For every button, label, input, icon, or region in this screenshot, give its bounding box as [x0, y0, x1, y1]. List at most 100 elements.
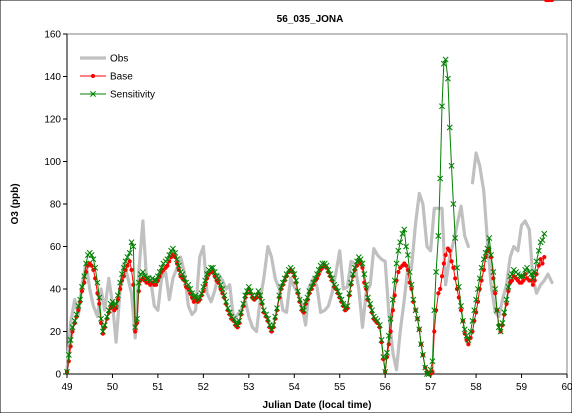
sensitivity-point	[528, 271, 535, 278]
sensitivity-point	[204, 271, 210, 278]
sensitivity-point	[539, 237, 546, 244]
sensitivity-point	[492, 286, 499, 292]
sensitivity-point	[346, 290, 353, 297]
sensitivity-point	[429, 358, 436, 365]
sensitivity-point	[122, 258, 129, 265]
sensitivity-point	[382, 368, 389, 375]
sensitivity-point	[211, 269, 218, 275]
sensitivity-point	[300, 307, 307, 314]
base-point	[451, 265, 456, 270]
sensitivity-point	[473, 296, 480, 303]
y-tick-label: 60	[50, 242, 62, 253]
series-line-obs	[65, 191, 470, 372]
plot-area	[66, 33, 568, 375]
sensitivity-point	[263, 311, 270, 318]
sensitivity-point	[329, 275, 335, 282]
sensitivity-point	[274, 305, 280, 312]
base-point	[449, 259, 454, 264]
sensitivity-point	[480, 256, 487, 263]
sensitivity-point	[202, 277, 209, 284]
sensitivity-point	[414, 315, 421, 322]
sensitivity-point	[505, 283, 512, 290]
sensitivity-point	[401, 226, 408, 233]
sensitivity-point	[69, 324, 76, 331]
sensitivity-point	[217, 281, 224, 288]
sensitivity-point	[215, 275, 222, 282]
base-point	[536, 263, 541, 268]
sensitivity-point	[117, 279, 124, 286]
sensitivity-point	[364, 294, 371, 301]
sensitivity-point	[259, 298, 265, 305]
sensitivity-point	[419, 351, 426, 358]
sensitivity-point	[223, 298, 230, 305]
sensitivity-point	[272, 313, 279, 320]
sensitivity-point	[503, 296, 510, 303]
x-axis-title: Julian Date (local time)	[263, 400, 372, 411]
sensitivity-point	[418, 341, 425, 348]
sensitivity-point	[471, 307, 478, 314]
sensitivity-point	[221, 292, 228, 299]
base-point	[153, 282, 159, 287]
base-point	[447, 248, 452, 253]
legend-label-sensitivity: Sensitivity	[110, 90, 155, 101]
sensitivity-point	[501, 309, 508, 316]
sensitivity-point	[387, 315, 394, 322]
sensitivity-point	[98, 315, 105, 322]
sensitivity-point	[124, 254, 131, 261]
sensitivity-point	[268, 326, 275, 333]
sensitivity-point	[484, 245, 491, 252]
sensitivity-point	[119, 271, 125, 278]
series-obs	[65, 151, 554, 372]
sensitivity-point	[535, 247, 542, 254]
sensitivity-point	[169, 245, 176, 252]
sensitivity-point	[278, 283, 285, 290]
sensitivity-point	[312, 275, 319, 282]
sensitivity-point	[359, 260, 366, 267]
y-tick-label: 0	[55, 370, 61, 381]
x-tick-label: 56	[380, 382, 392, 393]
sensitivity-point	[308, 283, 315, 290]
base-point	[396, 269, 401, 275]
sensitivity-point	[499, 320, 506, 326]
sensitivity-point	[238, 309, 245, 316]
sensitivity-point	[340, 300, 347, 307]
base-point	[443, 252, 448, 258]
base-point	[438, 286, 443, 292]
sensitivity-point	[416, 326, 423, 333]
sensitivity-point	[404, 252, 411, 258]
sensitivity-point	[529, 275, 536, 282]
base-point	[403, 263, 409, 268]
sensitivity-point	[130, 243, 137, 250]
legend-item-base: Base	[80, 72, 133, 83]
sensitivity-point	[531, 269, 538, 275]
sensitivity-point	[458, 303, 465, 309]
sensitivity-point	[395, 247, 402, 254]
sensitivity-point	[520, 273, 527, 280]
sensitivity-point	[245, 283, 252, 290]
sensitivity-point	[236, 317, 243, 324]
sensitivity-point	[319, 260, 326, 267]
base-point	[453, 276, 458, 281]
sensitivity-point	[448, 162, 455, 169]
sensitivity-point	[71, 317, 78, 324]
base-point	[133, 329, 138, 334]
sensitivity-point	[230, 315, 237, 322]
sensitivity-point	[81, 273, 88, 280]
sensitivity-point	[198, 290, 205, 297]
sensitivity-point	[92, 264, 99, 271]
sensitivity-point	[99, 328, 106, 335]
sensitivity-point	[433, 269, 440, 275]
x-tick-label: 51	[152, 382, 164, 393]
sensitivity-point	[189, 290, 195, 297]
sensitivity-point	[226, 309, 233, 316]
base-point	[509, 278, 515, 283]
x-tick-label: 59	[516, 382, 528, 393]
sensitivity-point	[156, 269, 163, 275]
legend-sensitivity-point	[90, 91, 96, 97]
base-point	[439, 274, 445, 279]
sensitivity-point	[134, 315, 140, 322]
sensitivity-point	[482, 249, 489, 256]
sensitivity-point	[164, 256, 171, 263]
sensitivity-point	[132, 324, 139, 331]
sensitivity-point	[314, 271, 320, 278]
